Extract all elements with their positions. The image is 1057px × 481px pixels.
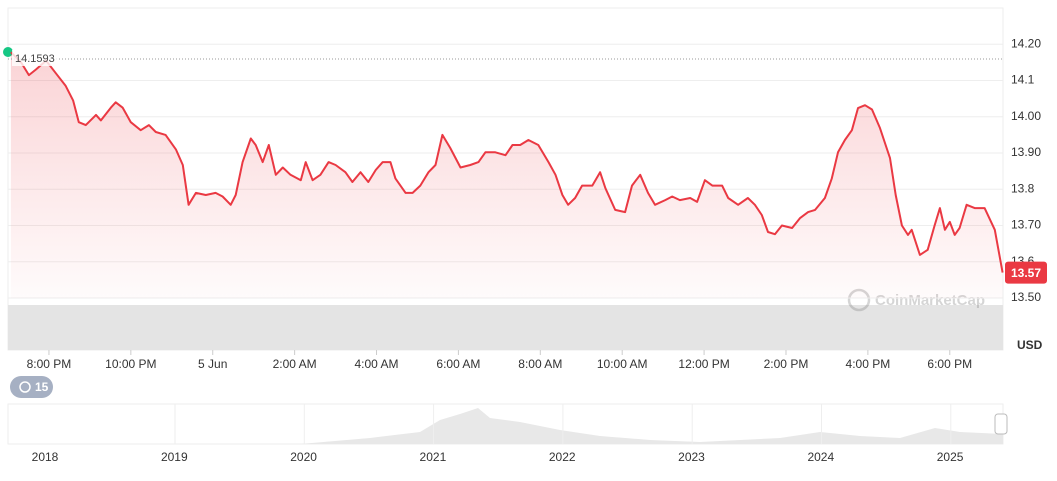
navigator-label: 2024	[807, 450, 834, 464]
current-price-badge	[1005, 261, 1047, 284]
x-tick-label: 6:00 PM	[927, 357, 972, 371]
start-dot	[3, 47, 13, 57]
navigator-label: 2020	[290, 450, 317, 464]
navigator-handle[interactable]	[994, 413, 1008, 435]
badge-icon	[19, 381, 31, 393]
y-tick-label: 14.20	[1011, 36, 1041, 50]
y-axis-label: USD	[1017, 338, 1043, 352]
navigator-label: 2021	[420, 450, 447, 464]
badge-text: 15	[35, 380, 49, 394]
navigator-area	[8, 408, 1003, 444]
x-tick-label: 12:00 PM	[678, 357, 729, 371]
x-tick-label: 8:00 PM	[27, 357, 72, 371]
navigator-label: 2023	[678, 450, 705, 464]
badge[interactable]	[10, 376, 53, 398]
y-tick-label: 13.70	[1011, 218, 1041, 232]
x-tick-label: 8:00 AM	[518, 357, 562, 371]
y-tick-label: 13.50	[1011, 290, 1041, 304]
current-price-label: 13.57	[1011, 266, 1041, 280]
reference-label-bg	[12, 50, 58, 67]
x-tick-label: 4:00 AM	[355, 357, 399, 371]
reference-label: 14.1593	[15, 53, 55, 65]
y-tick-label: 13.90	[1011, 145, 1041, 159]
x-tick-label: 10:00 AM	[597, 357, 648, 371]
price-line	[10, 51, 1004, 273]
y-tick-label: 14.1	[1011, 73, 1035, 87]
navigator-label: 2018	[32, 450, 59, 464]
y-tick-label: 13.8	[1011, 181, 1035, 195]
x-tick-label: 4:00 PM	[846, 357, 891, 371]
navigator-label: 2025	[937, 450, 964, 464]
area	[10, 52, 1003, 299]
volume-area	[8, 305, 1003, 350]
navigator-label: 2019	[161, 450, 188, 464]
x-tick-label: 6:00 AM	[436, 357, 480, 371]
navigator-label: 2022	[549, 450, 576, 464]
x-tick-label: 5 Jun	[198, 357, 227, 371]
y-tick-label: 14.00	[1011, 109, 1041, 123]
x-tick-label: 2:00 PM	[764, 357, 809, 371]
x-tick-label: 2:00 AM	[273, 357, 317, 371]
x-tick-label: 10:00 PM	[105, 357, 156, 371]
